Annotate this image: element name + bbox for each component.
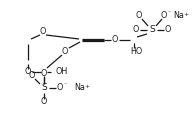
- Text: Na: Na: [74, 84, 85, 93]
- Text: O: O: [112, 36, 118, 45]
- Text: ⁻: ⁻: [167, 12, 171, 17]
- Text: O: O: [41, 97, 47, 107]
- Text: O: O: [161, 12, 167, 21]
- Text: HO: HO: [130, 48, 142, 57]
- Text: O: O: [133, 26, 139, 35]
- Text: ⁻: ⁻: [63, 84, 67, 89]
- Text: O: O: [136, 12, 142, 21]
- Text: Na: Na: [174, 12, 185, 21]
- Text: S: S: [149, 26, 155, 35]
- Text: OH: OH: [56, 67, 68, 77]
- Text: O: O: [25, 67, 31, 77]
- Text: O: O: [57, 84, 63, 93]
- Text: S: S: [41, 84, 47, 93]
- Text: O: O: [62, 48, 68, 57]
- Text: O: O: [165, 26, 171, 35]
- Text: O: O: [29, 72, 35, 81]
- Text: O: O: [40, 27, 46, 36]
- Text: +: +: [84, 84, 90, 89]
- Text: O: O: [41, 69, 47, 78]
- Text: +: +: [183, 12, 189, 17]
